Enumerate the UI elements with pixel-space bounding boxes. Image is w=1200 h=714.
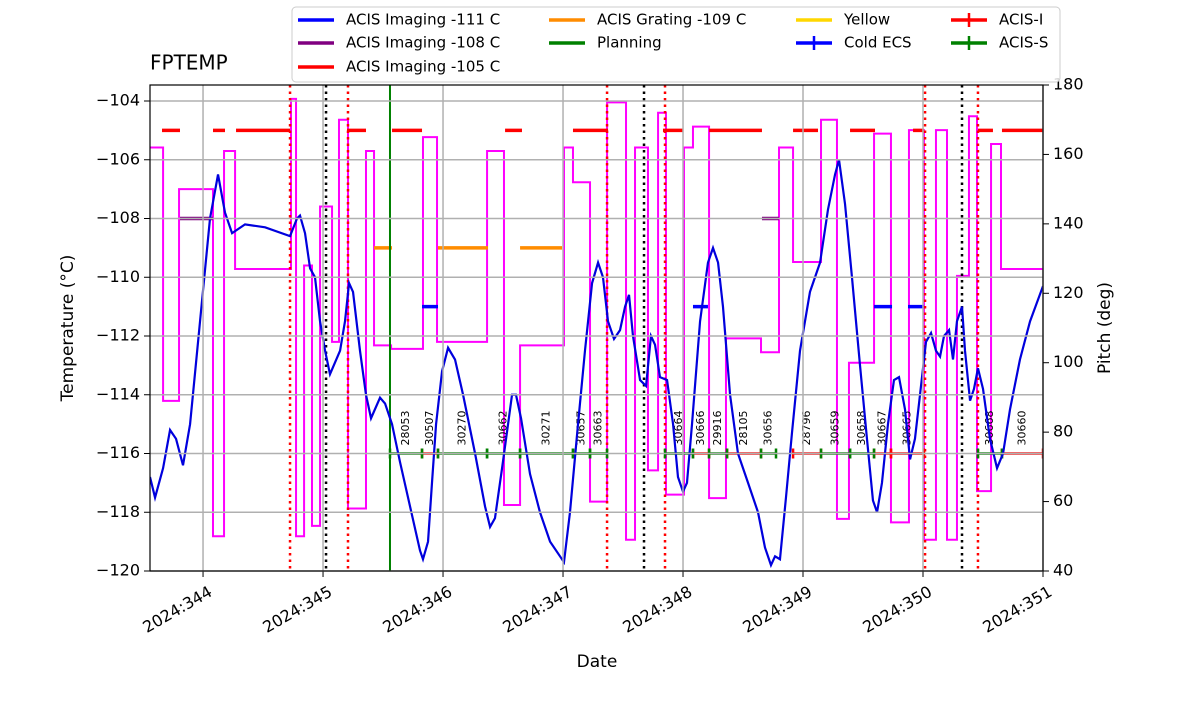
x-tick-label: 2024:350 xyxy=(859,582,935,637)
y-tick-label: −116 xyxy=(96,443,140,462)
obs-label: 30507 xyxy=(423,411,436,446)
obs-bar: 30656 xyxy=(759,411,778,459)
legend-label: ACIS Imaging -108 C xyxy=(346,34,500,52)
x-tick-label: 2024:347 xyxy=(499,582,575,637)
x-tick-label: 2024:346 xyxy=(379,582,455,637)
y-tick-label: −106 xyxy=(96,149,140,168)
legend-label: Planning xyxy=(597,34,662,52)
legend-item: ACIS Imaging -111 C xyxy=(298,11,500,29)
obs-bar: 28796 xyxy=(791,411,823,459)
x-tick-label: 2024:345 xyxy=(259,582,335,637)
legend-label: ACIS Grating -109 C xyxy=(597,11,746,29)
obs-label: 30270 xyxy=(456,411,469,446)
legend-label: Yellow xyxy=(843,11,890,29)
pitch-line xyxy=(150,97,1043,541)
y2-tick-label: 140 xyxy=(1053,213,1084,232)
x-axis-label: Date xyxy=(577,652,618,672)
legend-item: ACIS Imaging -108 C xyxy=(298,34,500,52)
obs-bar: 30270 xyxy=(436,411,489,459)
y-tick-label: −108 xyxy=(96,208,140,227)
y-tick-label: −112 xyxy=(96,326,140,345)
obs-label: 30667 xyxy=(876,411,889,446)
legend-label: Cold ECS xyxy=(844,34,912,52)
y2-tick-label: 160 xyxy=(1053,144,1084,163)
y2-tick-label: 60 xyxy=(1053,491,1073,510)
obs-label: 30663 xyxy=(592,411,605,446)
legend-item: ACIS-S xyxy=(951,34,1048,52)
y-tick-label: −104 xyxy=(96,91,140,110)
chart-title: FPTEMP xyxy=(150,51,228,75)
obs-label: 30659 xyxy=(829,411,842,446)
legend-item: Cold ECS xyxy=(796,34,912,52)
obs-bar: 30659 xyxy=(819,411,852,459)
y-tick-label: −110 xyxy=(96,267,140,286)
x-tick-label: 2024:349 xyxy=(739,582,815,637)
obs-bar: 30658 xyxy=(848,411,876,459)
legend-box xyxy=(291,6,1061,83)
legend-label: ACIS-S xyxy=(999,34,1048,52)
y2-tick-label: 180 xyxy=(1053,75,1084,94)
y2-tick-label: 80 xyxy=(1053,422,1073,441)
plot-frame xyxy=(149,84,1044,572)
obs-label: 29916 xyxy=(711,411,724,446)
y2-axis-label: Pitch (deg) xyxy=(1095,282,1115,374)
y-tick-label: −114 xyxy=(96,384,140,403)
legend: ACIS Imaging -111 C ACIS Imaging -108 C AC… xyxy=(291,6,1061,83)
obs-label: 30271 xyxy=(540,411,553,446)
x-tick-label: 2024:351 xyxy=(979,582,1055,637)
temperature-line xyxy=(150,159,1043,569)
x-tick-label: 2024:348 xyxy=(619,582,695,637)
legend-item: ACIS-I xyxy=(951,11,1043,29)
x-tick-label: 2024:344 xyxy=(139,582,215,637)
legend-item: ACIS Grating -109 C xyxy=(549,11,746,29)
obs-label: 28796 xyxy=(800,411,813,446)
obs-label: 28053 xyxy=(399,411,412,446)
y2-tick-label: 120 xyxy=(1053,283,1084,302)
obs-bar: 30666 xyxy=(691,411,711,459)
obs-bar: 29916 xyxy=(707,411,729,459)
y-axis-label: Temperature (°C) xyxy=(58,255,78,403)
legend-label: ACIS Imaging -105 C xyxy=(346,58,500,76)
legend-label: ACIS-I xyxy=(999,11,1043,29)
obs-label: 30656 xyxy=(762,411,775,446)
legend-item: Planning xyxy=(549,34,662,52)
obs-label: 28105 xyxy=(737,411,750,446)
y2-tick-label: 40 xyxy=(1053,561,1073,580)
obs-bar: 30663 xyxy=(588,411,609,459)
legend-label: ACIS Imaging -111 C xyxy=(346,11,500,29)
legend-item: Yellow xyxy=(796,11,890,29)
obs-label: 30666 xyxy=(694,411,707,446)
legend-item: ACIS Imaging -105 C xyxy=(298,58,500,76)
plot: 30507 30666 28105 28796 30667 30665 3066028053… xyxy=(150,85,1043,571)
obs-label: 30660 xyxy=(1015,411,1028,446)
y-tick-label: −120 xyxy=(96,561,140,580)
obs-bar: 30271 xyxy=(518,411,575,459)
y-tick-label: −118 xyxy=(96,502,140,521)
y2-tick-label: 100 xyxy=(1053,352,1084,371)
